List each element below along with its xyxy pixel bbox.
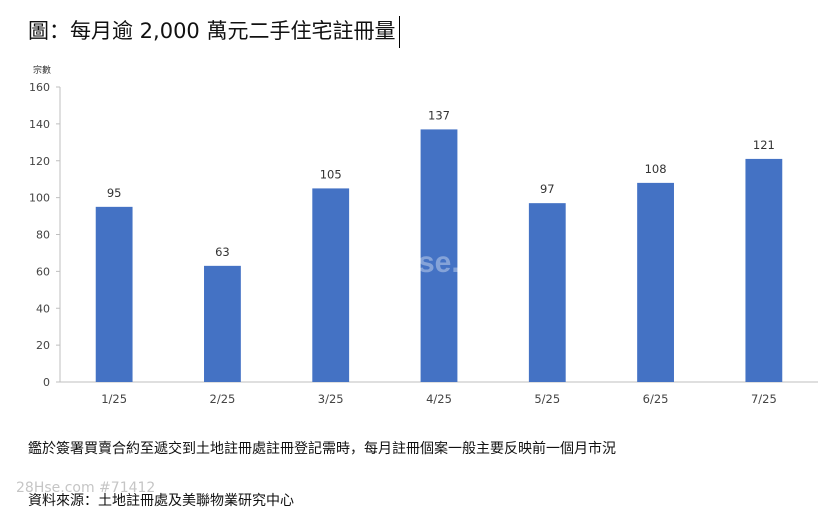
- data-labels: 95 63 105 137 97 108 121: [107, 108, 775, 258]
- bar: [528, 203, 566, 382]
- y-tick-label: 0: [43, 376, 50, 389]
- data-label: 63: [215, 245, 230, 259]
- watermark-center: se.co: [418, 246, 495, 279]
- y-tick-label: 60: [36, 265, 50, 278]
- bar-chart: 宗數 0 20 40 60 80 100 120 140 160 95 63 105 137 97 108…: [29, 64, 818, 406]
- bars: [95, 129, 783, 382]
- x-tick-label: 6/25: [643, 392, 669, 406]
- y-tick-label: 120: [29, 155, 50, 168]
- x-tick-label: 4/25: [426, 392, 452, 406]
- data-label: 95: [107, 186, 122, 200]
- x-tick-labels: 1/25 2/25 3/25 4/25 5/25 6/25 7/25: [101, 392, 777, 406]
- x-tick-label: 7/25: [751, 392, 777, 406]
- data-label: 108: [645, 162, 667, 176]
- bar: [312, 188, 350, 382]
- x-tick-label: 5/25: [534, 392, 560, 406]
- x-tick-label: 2/25: [210, 392, 236, 406]
- source-note: 資料來源：土地註冊處及美聯物業研究中心: [28, 493, 294, 509]
- data-label: 105: [320, 167, 342, 181]
- y-axis-label: 宗數: [33, 64, 51, 76]
- y-tick-label: 100: [29, 192, 50, 205]
- page-title: 圖：每月逾 2,000 萬元二手住宅註冊量: [28, 16, 401, 48]
- bar: [204, 265, 241, 382]
- y-tick-label: 140: [29, 118, 50, 131]
- bar: [420, 129, 458, 382]
- y-tick-label: 160: [29, 81, 50, 94]
- bar: [637, 182, 674, 382]
- x-tick-label: 3/25: [318, 392, 344, 406]
- data-label: 97: [540, 182, 555, 196]
- data-label: 121: [753, 138, 775, 152]
- y-tick-label: 40: [36, 302, 50, 315]
- y-tick-label: 80: [36, 229, 50, 242]
- bar: [95, 206, 133, 382]
- watermark: 28Hse.com #71412: [16, 480, 156, 496]
- y-tick-label: 20: [36, 339, 50, 352]
- data-label: 137: [428, 108, 450, 122]
- footnote: 鑑於簽署買賣合約至遞交到土地註冊處註冊登記需時，每月註冊個案一般主要反映前一個月…: [28, 441, 616, 457]
- y-tick-labels: 0 20 40 60 80 100 120 140 160: [29, 81, 60, 389]
- x-tick-label: 1/25: [101, 392, 127, 406]
- bar: [745, 158, 783, 382]
